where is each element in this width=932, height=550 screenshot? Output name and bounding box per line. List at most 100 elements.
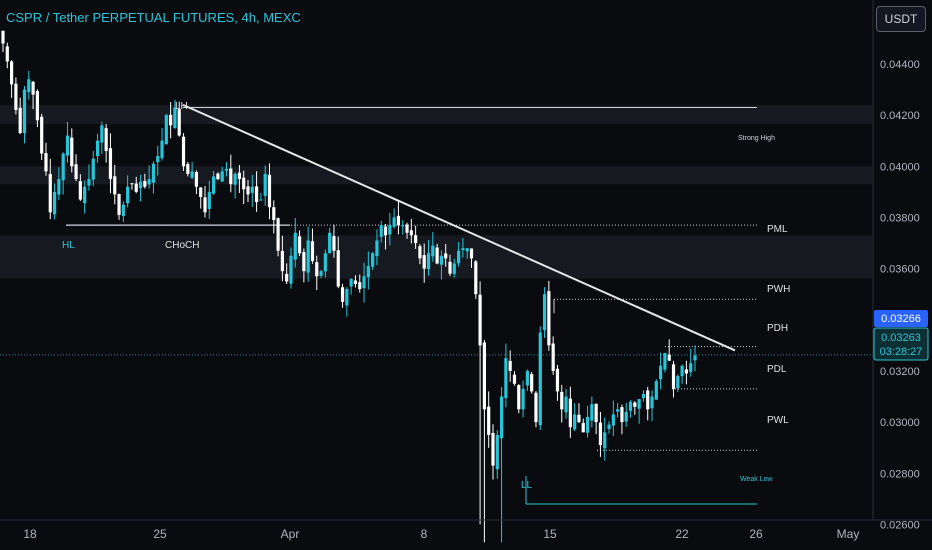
candle <box>121 201 125 223</box>
candle <box>469 248 474 268</box>
candle <box>151 161 156 194</box>
candle <box>628 400 633 418</box>
candle <box>676 374 680 392</box>
candle <box>9 60 14 98</box>
label-choch: CHoCH <box>165 240 199 251</box>
descending-trendline[interactable] <box>182 103 736 352</box>
candle <box>224 162 229 177</box>
candle <box>35 89 39 128</box>
candle <box>229 154 233 193</box>
candle <box>693 345 697 372</box>
candle <box>65 122 70 163</box>
candle <box>555 364 560 401</box>
candle <box>57 167 61 200</box>
candle <box>654 379 658 400</box>
y-tick-label: 0.03800 <box>880 212 920 224</box>
y-tick-label: 0.04000 <box>880 161 920 173</box>
price-axis: 0.046000.044000.042000.040000.038000.036… <box>880 8 920 532</box>
x-tick-label: 15 <box>543 527 557 541</box>
candle <box>585 405 590 438</box>
current-price-label: 0.03263 <box>881 332 921 344</box>
candle <box>340 283 345 308</box>
candle <box>272 200 276 234</box>
candle <box>323 249 327 278</box>
candle <box>276 217 280 257</box>
candle <box>504 343 508 408</box>
candle <box>487 391 491 448</box>
zone-2 <box>0 166 872 185</box>
candle <box>452 258 456 278</box>
candle <box>353 275 358 288</box>
candle <box>616 402 620 418</box>
candle <box>568 386 572 438</box>
candle <box>18 97 22 135</box>
candle <box>624 402 628 427</box>
candle <box>126 175 130 208</box>
candle <box>134 176 138 194</box>
candle <box>448 254 452 277</box>
candle <box>306 226 310 282</box>
candle <box>461 237 465 258</box>
candle <box>457 241 461 267</box>
candle <box>650 390 654 422</box>
candle <box>143 173 147 189</box>
candle <box>177 101 181 137</box>
x-tick-label: 25 <box>153 527 167 541</box>
candle <box>521 380 525 418</box>
candle <box>362 262 366 303</box>
candle <box>590 396 594 428</box>
candle <box>190 161 194 180</box>
candle <box>667 339 671 361</box>
x-tick-label: Apr <box>281 527 300 541</box>
candle <box>280 235 284 282</box>
label-hl: HL <box>62 240 75 251</box>
candle <box>547 280 551 351</box>
y-tick-label: 0.03200 <box>880 366 920 378</box>
candle <box>534 390 538 428</box>
candle <box>564 388 568 419</box>
candle <box>371 251 375 270</box>
candle <box>328 227 332 254</box>
candle <box>237 165 241 193</box>
candle <box>396 201 401 235</box>
candle <box>388 212 392 246</box>
candle <box>401 219 405 235</box>
label-lh: LH <box>175 101 188 112</box>
candle <box>44 142 48 176</box>
label-weak-low: Weak Low <box>740 476 773 483</box>
candle <box>573 403 577 432</box>
candle <box>375 229 379 266</box>
candles <box>1 30 697 543</box>
candle <box>1 30 5 53</box>
candle <box>250 174 254 207</box>
candle <box>431 231 435 262</box>
candle <box>181 133 186 171</box>
y-tick-label: 0.03000 <box>880 417 920 429</box>
candle <box>156 145 160 176</box>
candle <box>689 348 693 377</box>
candle <box>147 165 151 189</box>
zone-1 <box>0 104 872 125</box>
candle <box>603 417 607 461</box>
candle <box>61 152 65 195</box>
candle <box>95 133 100 163</box>
candle <box>212 170 216 195</box>
candle <box>659 352 663 390</box>
candle <box>581 418 585 433</box>
candle <box>560 384 564 423</box>
candle <box>113 164 117 205</box>
candle <box>48 158 52 220</box>
candle <box>366 251 370 290</box>
currency-button[interactable]: USDT <box>876 6 926 32</box>
candle <box>52 183 57 220</box>
candle <box>169 102 173 139</box>
label-pwl: PWL <box>767 415 789 426</box>
candle <box>598 411 603 457</box>
candle <box>663 352 667 373</box>
candle <box>491 424 495 480</box>
label-pml: PML <box>767 224 788 235</box>
candle <box>405 222 409 239</box>
candle <box>409 218 413 244</box>
candle <box>530 371 534 394</box>
